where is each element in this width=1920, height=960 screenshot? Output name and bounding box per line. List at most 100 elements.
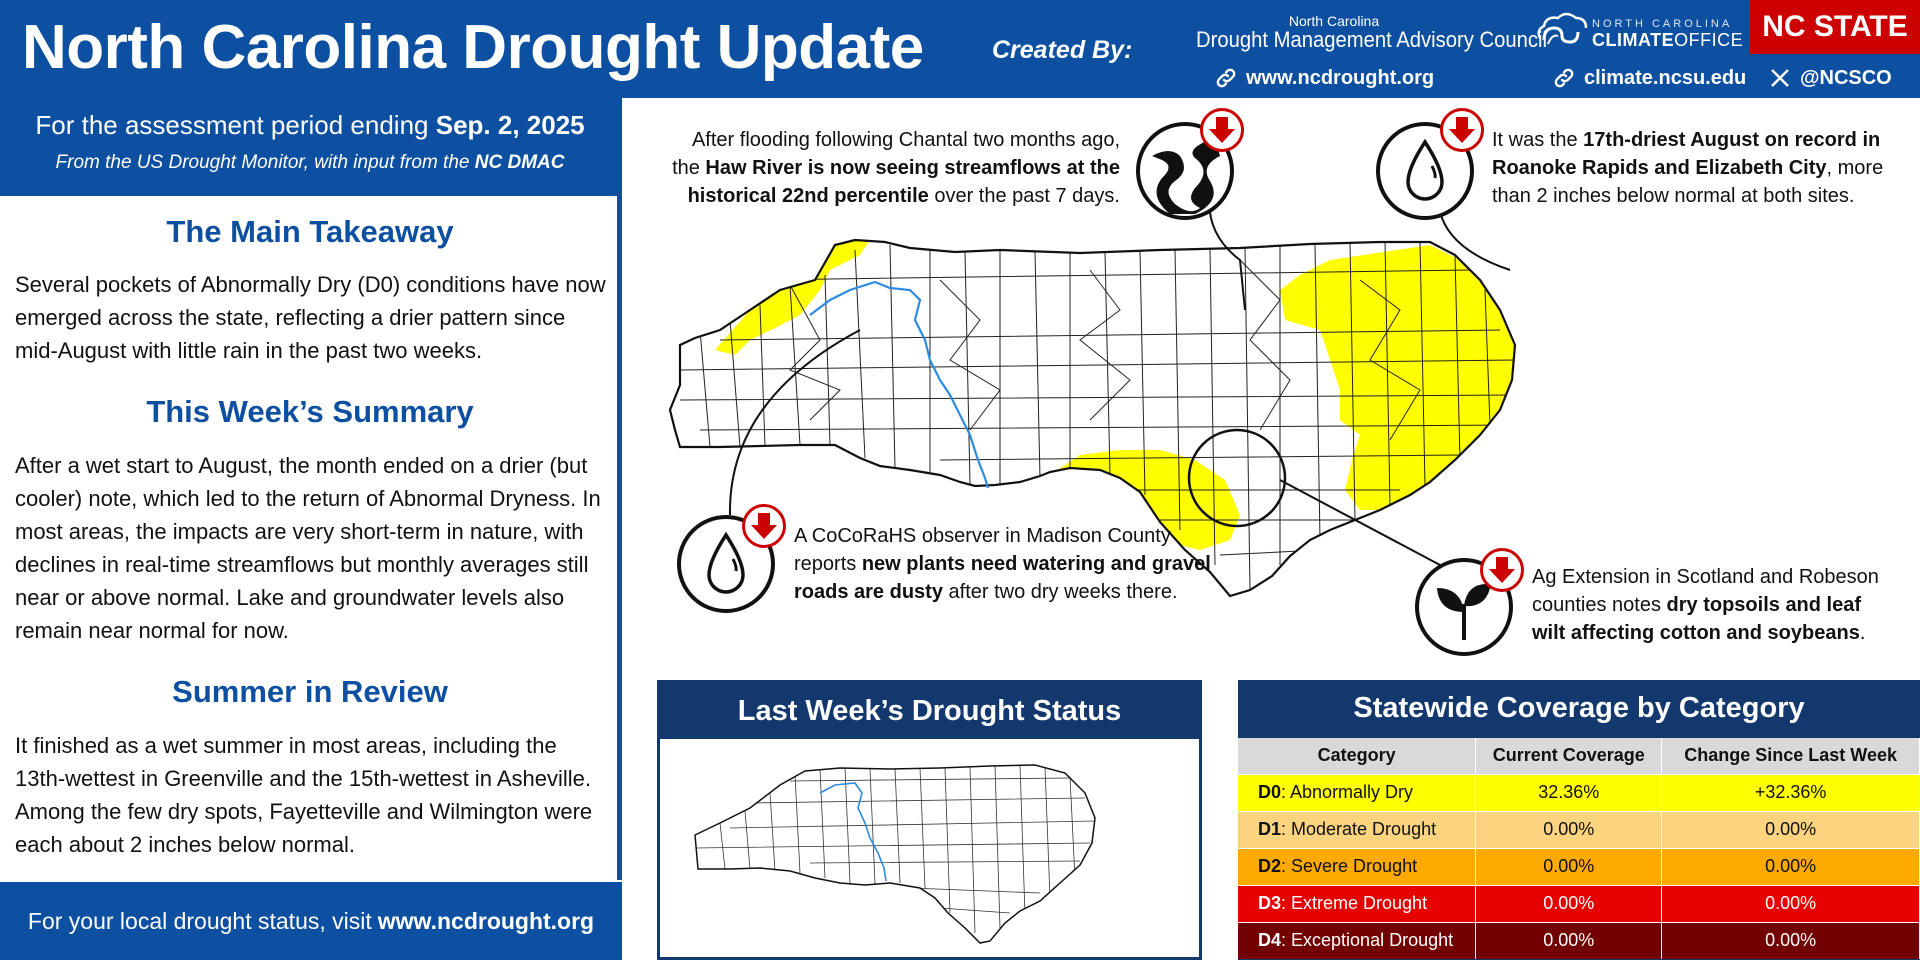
table-row: D4: Exceptional Drought 0.00% 0.00% [1238, 921, 1920, 959]
scotland-line-2a: counties notes [1532, 594, 1667, 616]
roanoke-line-1a: It was the [1492, 129, 1584, 151]
category-cell: D4: Exceptional Drought [1238, 921, 1477, 959]
dmac-state-label: North Carolina [1288, 13, 1380, 29]
last-week-panel: Last Week’s Drought Status [657, 680, 1202, 960]
haw-line-2b: Haw River is now seeing streamflows at t… [705, 157, 1120, 179]
change-cell: 0.00% [1661, 810, 1920, 848]
climate-link[interactable]: climate.ncsu.edu [1552, 66, 1746, 90]
summer-review-heading: Summer in Review [172, 674, 448, 709]
category-label: : Moderate Drought [1281, 819, 1437, 839]
category-cell: D1: Moderate Drought [1238, 810, 1477, 848]
haw-line-3b: over the past 7 days. [928, 185, 1120, 207]
category-cell: D3: Extreme Drought [1238, 884, 1477, 922]
period-prefix: For the assessment period ending [35, 110, 429, 140]
weekly-summary-heading: This Week’s Summary [146, 394, 474, 429]
current-coverage-cell: 0.00% [1475, 810, 1663, 848]
last-week-title: Last Week’s Drought Status [660, 683, 1199, 739]
haw-line-3a: historical 22nd percentile [687, 185, 929, 207]
social-handle: @NCSCO [1800, 66, 1892, 89]
category-code: D3 [1258, 893, 1282, 913]
coverage-panel: Statewide Coverage by Category Category … [1238, 680, 1920, 960]
main-takeaway-text: Several pockets of Abnormally Dry (D0) c… [15, 272, 606, 363]
column-header: Category [1238, 738, 1477, 774]
current-coverage-cell: 0.00% [1475, 847, 1663, 885]
haw-river [809, 280, 990, 489]
change-cell: 0.00% [1661, 847, 1920, 885]
category-code: D1 [1258, 819, 1282, 839]
climate-office-name: CLIMATEOFFICE [1592, 30, 1743, 51]
scotland-line-3a: wilt affecting cotton and soybeans [1532, 622, 1860, 644]
scotland-line-2: counties notes dry topsoils and leaf [1532, 591, 1912, 619]
table-header-row: Category Current Coverage Change Since L… [1238, 738, 1920, 774]
ncstate-logo: NC STATE [1750, 0, 1920, 54]
haw-line-2: the Haw River is now seeing streamflows … [650, 154, 1120, 182]
assessment-period: For the assessment period ending Sep. 2,… [0, 110, 620, 141]
column-header: Change Since Last Week [1661, 738, 1920, 774]
scotland-line-3b: . [1859, 622, 1866, 644]
category-label: : Severe Drought [1281, 856, 1418, 876]
header-bar: North Carolina Drought Update Created By… [0, 0, 1920, 98]
madison-line-3: roads are dusty after two dry weeks ther… [794, 578, 1224, 606]
period-date: Sep. 2, 2025 [435, 110, 585, 140]
category-label: : Exceptional Drought [1281, 930, 1454, 951]
roanoke-line-2b: , more [1826, 157, 1884, 179]
last-week-map [694, 764, 1096, 944]
down-arrow-icon [1200, 108, 1244, 152]
category-label: : Abnormally Dry [1281, 782, 1414, 802]
category-cell: D2: Severe Drought [1238, 847, 1477, 885]
link-icon [1554, 68, 1574, 88]
x-logo-icon [1771, 69, 1789, 87]
left-column-border [617, 98, 622, 880]
scotland-robeson-highlight [1187, 428, 1287, 528]
link-icon [1216, 68, 1236, 88]
current-coverage-cell: 0.00% [1475, 921, 1663, 959]
summer-review-text: It finished as a wet summer in most area… [15, 733, 593, 857]
madison-callout: A CoCoRaHS observer in Madison County re… [794, 522, 1224, 606]
scotland-line-1: Ag Extension in Scotland and Robeson [1532, 566, 1879, 588]
roanoke-callout: It was the 17th-driest August on record … [1492, 126, 1912, 210]
current-coverage-cell: 0.00% [1475, 884, 1663, 922]
source-line: From the US Drought Monitor, with input … [0, 152, 620, 174]
footer-prefix: For your local drought status, visit [27, 907, 372, 934]
haw-line-1: After flooding following Chantal two mon… [691, 129, 1120, 151]
madison-line-3b: after two dry weeks there. [942, 581, 1178, 603]
footer-link[interactable]: www.ncdrought.org [377, 907, 595, 934]
down-arrow-icon [1480, 548, 1524, 592]
change-cell: +32.36% [1661, 773, 1920, 811]
madison-line-1: A CoCoRaHS observer in Madison County [794, 525, 1171, 547]
climate-office-word-2: OFFICE [1674, 30, 1744, 50]
page-title: North Carolina Drought Update [22, 13, 924, 82]
category-label: : Extreme Drought [1281, 893, 1428, 913]
down-arrow-icon [742, 504, 786, 548]
roanoke-line-2a: Roanoke Rapids and Elizabeth City [1492, 157, 1827, 179]
nc-drought-map [668, 238, 1517, 598]
climate-office-small: NORTH CAROLINA [1592, 18, 1733, 30]
climate-office-logo-icon [1537, 12, 1588, 45]
scotland-callout: Ag Extension in Scotland and Robeson cou… [1532, 563, 1912, 647]
category-code: D4 [1258, 930, 1282, 951]
created-by-label: Created By: [992, 36, 1133, 64]
weekly-summary-text: After a wet start to August, the month e… [15, 453, 601, 643]
source-prefix: From the US Drought Monitor, with input … [55, 152, 470, 173]
table-row: D2: Severe Drought 0.00% 0.00% [1238, 847, 1920, 885]
dmac-name: Drought Management Advisory Council [1196, 27, 1548, 52]
haw-line-3: historical 22nd percentile over the past… [650, 182, 1120, 210]
madison-line-2a: reports [794, 553, 862, 575]
climate-link-text: climate.ncsu.edu [1584, 66, 1747, 89]
assessment-banner: For the assessment period ending Sep. 2,… [0, 98, 620, 196]
haw-line-2a: the [672, 157, 706, 179]
ncdrought-link[interactable]: www.ncdrought.org [1214, 66, 1434, 90]
table-row: D0: Abnormally Dry 32.36% +32.36% [1238, 773, 1920, 811]
madison-line-2: reports new plants need watering and gra… [794, 550, 1224, 578]
roanoke-line-1: It was the 17th-driest August on record … [1492, 126, 1912, 154]
roanoke-line-2: Roanoke Rapids and Elizabeth City, more [1492, 154, 1912, 182]
coverage-title: Statewide Coverage by Category [1353, 691, 1805, 724]
main-takeaway-heading: The Main Takeaway [166, 214, 454, 249]
roanoke-line-1b: 17th-driest August on record in [1583, 129, 1881, 151]
down-arrow-icon [1440, 108, 1484, 152]
coverage-table: Category Current Coverage Change Since L… [1238, 738, 1920, 959]
table-row: D3: Extreme Drought 0.00% 0.00% [1238, 884, 1920, 922]
category-code: D0 [1258, 782, 1282, 802]
social-link[interactable]: @NCSCO [1768, 66, 1892, 90]
change-cell: 0.00% [1661, 884, 1920, 922]
